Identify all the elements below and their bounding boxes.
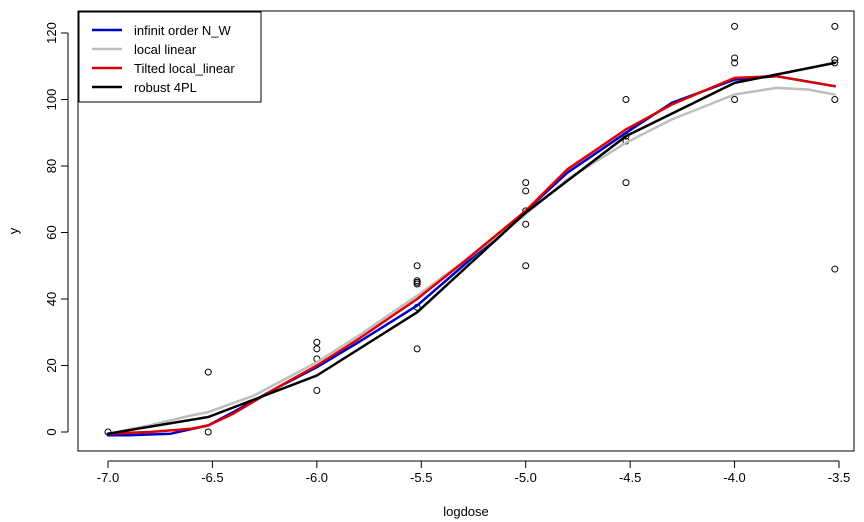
data-point xyxy=(522,220,530,228)
data-point xyxy=(522,262,530,270)
plot-frame xyxy=(77,10,855,452)
x-tick-label: -7.0 xyxy=(97,470,119,485)
series-line-tilted-local-linear xyxy=(106,74,837,435)
data-point xyxy=(413,280,421,288)
legend-label: Tilted local_linear xyxy=(134,61,235,76)
series-line-robust-4pl xyxy=(106,61,837,435)
y-tick-label: 80 xyxy=(44,159,59,173)
data-point xyxy=(313,345,321,353)
data-point xyxy=(622,96,630,103)
data-point xyxy=(831,265,839,273)
y-tick-label: 0 xyxy=(44,428,59,435)
data-point xyxy=(731,22,739,30)
legend-label: robust 4PL xyxy=(134,80,197,95)
data-point xyxy=(831,96,839,103)
legend-label: local linear xyxy=(134,42,197,57)
x-tick-label: -4.0 xyxy=(723,470,745,485)
data-point xyxy=(622,179,630,187)
y-tick-label: 60 xyxy=(44,225,59,239)
data-point xyxy=(413,345,421,353)
data-point xyxy=(522,187,530,195)
axes: -7.0 -6.5 -6.0 -5.5 -5.0 -4.5 -4.0 -3.5 0 20 40 60 8… xyxy=(44,22,850,485)
data-point xyxy=(731,54,739,62)
series-lines xyxy=(106,61,837,437)
legend-label: infinit order N_W xyxy=(134,23,232,38)
data-point xyxy=(204,368,212,376)
y-tick-label: 120 xyxy=(44,22,59,44)
y-tick-label: 20 xyxy=(44,358,59,372)
x-tick-label: -6.0 xyxy=(306,470,328,485)
data-point xyxy=(731,96,739,103)
x-tick-label: -4.5 xyxy=(619,470,641,485)
data-point xyxy=(522,179,530,187)
x-axis-title: logdose xyxy=(443,504,489,519)
x-tick-label: -5.0 xyxy=(515,470,537,485)
data-point xyxy=(204,428,212,436)
y-tick-label: 40 xyxy=(44,292,59,306)
data-point xyxy=(313,386,321,394)
data-point xyxy=(831,22,839,30)
x-tick-label: -6.5 xyxy=(201,470,223,485)
x-tick-label: -5.5 xyxy=(410,470,432,485)
data-point xyxy=(313,338,321,346)
y-axis-title: y xyxy=(6,227,21,234)
x-tick-label: -3.5 xyxy=(828,470,850,485)
data-point xyxy=(413,262,421,270)
y-tick-label: 100 xyxy=(44,89,59,111)
data-point xyxy=(731,59,739,67)
